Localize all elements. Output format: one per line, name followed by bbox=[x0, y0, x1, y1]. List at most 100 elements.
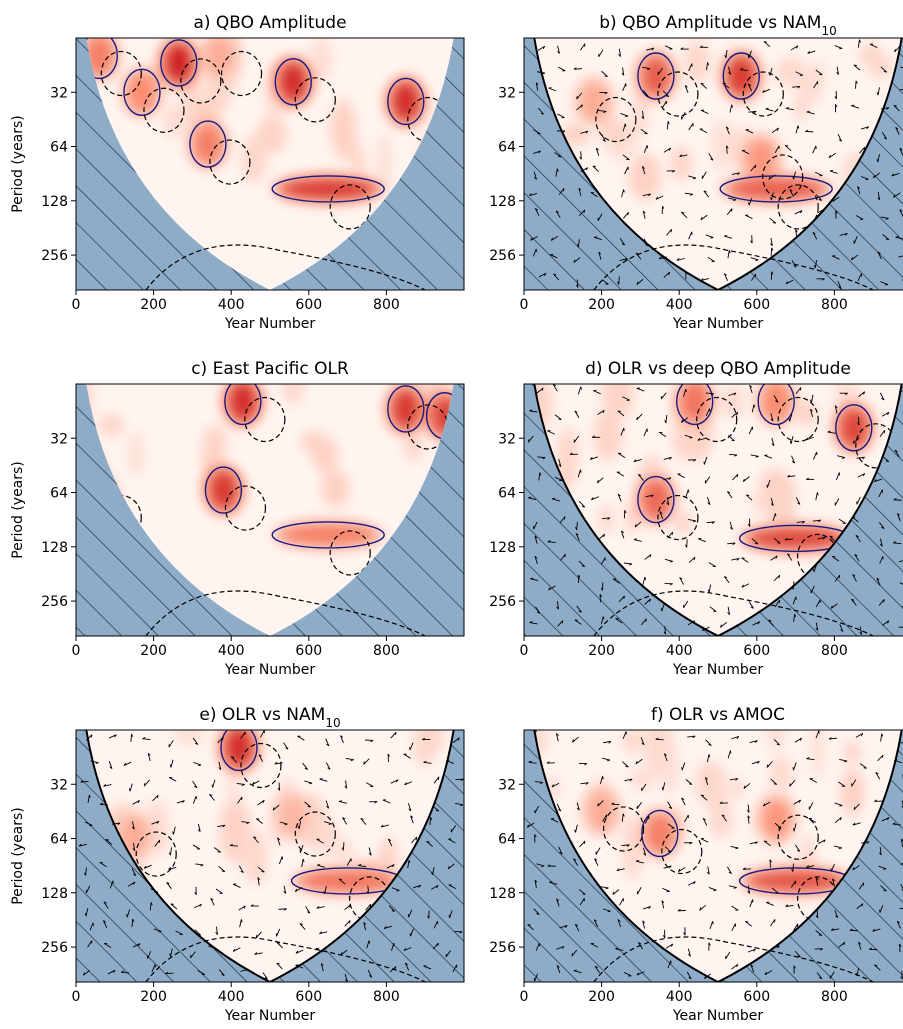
title-c: c) East Pacific OLR bbox=[191, 359, 349, 379]
signif-contour-a-2 bbox=[123, 68, 161, 116]
title-a: a) QBO Amplitude bbox=[193, 13, 346, 33]
signif-contour-d-3 bbox=[637, 475, 675, 524]
y-tick-a-0: 32 bbox=[50, 85, 68, 101]
hotspot-b-2 bbox=[579, 81, 608, 122]
hotspot-d-3 bbox=[641, 479, 670, 520]
x-label-e: Year Number bbox=[224, 1008, 316, 1024]
hotspot-c-0 bbox=[228, 384, 257, 422]
x-tick-a-0: 0 bbox=[72, 297, 81, 313]
y-label-e: Period (years) bbox=[10, 807, 26, 905]
y-tick-d-1: 64 bbox=[498, 486, 516, 502]
dashed-contour-d-2 bbox=[777, 396, 819, 443]
panel-a bbox=[71, 37, 465, 295]
hotspot-c-1 bbox=[391, 388, 420, 429]
dashed-contour-a-3 bbox=[220, 50, 263, 97]
y-tick-e-1: 64 bbox=[50, 832, 68, 848]
signif-contour-c-1 bbox=[387, 385, 425, 433]
dashed-contour-f-0 bbox=[661, 828, 703, 875]
x-tick-d-3: 600 bbox=[743, 643, 770, 659]
signif-contour-c-0 bbox=[224, 384, 262, 426]
dashed-contour-f-1 bbox=[777, 814, 819, 860]
hotspot-e-3 bbox=[279, 796, 308, 837]
x-tick-c-4: 800 bbox=[373, 643, 400, 659]
x-tick-e-3: 600 bbox=[295, 989, 322, 1005]
dashed-contour-a-1 bbox=[180, 58, 222, 104]
axes-frame-a bbox=[75, 37, 465, 291]
signif-contour-b-4 bbox=[719, 175, 833, 203]
dashed-contour-a-7 bbox=[329, 184, 371, 230]
signif-contour-a-0 bbox=[86, 38, 118, 80]
x-tick-b-1: 200 bbox=[588, 297, 615, 313]
x-tick-d-2: 400 bbox=[666, 643, 693, 659]
y-tick-a-3: 256 bbox=[41, 248, 68, 264]
hotspot-e-0 bbox=[224, 730, 253, 768]
x-tick-a-2: 400 bbox=[218, 297, 245, 313]
y-tick-f-3: 256 bbox=[489, 940, 516, 956]
y-tick-d-0: 32 bbox=[498, 431, 516, 447]
y-tick-e-2: 128 bbox=[41, 886, 68, 902]
axes-frame-b bbox=[523, 37, 903, 291]
signif-contour-d-2 bbox=[757, 384, 795, 426]
hotspot-d-1 bbox=[680, 384, 709, 422]
hotspot-f-0 bbox=[645, 813, 674, 854]
panel-b bbox=[519, 37, 903, 295]
signif-contour-a-5 bbox=[387, 77, 425, 126]
hotspot-f-1 bbox=[762, 799, 791, 840]
hotspot-a-7 bbox=[280, 178, 377, 199]
dashed-contour-a-2 bbox=[143, 87, 185, 133]
dashed-contour-e-3 bbox=[294, 811, 336, 857]
signif-contour-a-1 bbox=[160, 39, 198, 87]
y-tick-c-3: 256 bbox=[41, 594, 68, 610]
x-tick-c-1: 200 bbox=[140, 643, 167, 659]
title-f: f) OLR vs AMOC bbox=[651, 705, 785, 725]
y-tick-e-0: 32 bbox=[50, 777, 68, 793]
hotspot-a-1 bbox=[164, 42, 193, 83]
x-tick-f-1: 200 bbox=[588, 989, 615, 1005]
panel-e bbox=[71, 729, 465, 987]
panel-c bbox=[71, 383, 465, 641]
dashed-contour-e-0 bbox=[240, 742, 282, 789]
dashed-contour-c-3 bbox=[224, 485, 267, 531]
hotspot-a-3 bbox=[205, 38, 234, 76]
title-e: e) OLR vs NAM10 bbox=[199, 705, 340, 730]
x-tick-f-0: 0 bbox=[520, 989, 529, 1005]
x-tick-d-0: 0 bbox=[520, 643, 529, 659]
x-tick-b-2: 400 bbox=[666, 297, 693, 313]
dashed-contour-a-6 bbox=[209, 139, 251, 185]
hotspot-b-1 bbox=[727, 56, 756, 97]
x-tick-b-3: 600 bbox=[743, 297, 770, 313]
dashed-contour-b-0 bbox=[657, 71, 699, 117]
dashed-contour-b-2 bbox=[595, 96, 637, 143]
y-tick-c-0: 32 bbox=[50, 431, 68, 447]
dashed-contour-a-4 bbox=[294, 77, 336, 123]
x-tick-f-3: 600 bbox=[743, 989, 770, 1005]
axes-frame-d bbox=[523, 383, 903, 637]
hotspot-b-0 bbox=[641, 56, 670, 97]
panel-f bbox=[519, 729, 903, 987]
y-tick-d-2: 128 bbox=[489, 540, 516, 556]
signif-contour-c-3 bbox=[204, 466, 243, 514]
y-tick-c-2: 128 bbox=[41, 540, 68, 556]
phase-arrows-f bbox=[526, 730, 903, 982]
panel-d bbox=[519, 383, 903, 641]
dashed-contour-e-1 bbox=[135, 831, 177, 877]
y-tick-e-3: 256 bbox=[41, 940, 68, 956]
signif-contour-b-1 bbox=[722, 52, 760, 100]
dashed-contour-d-1 bbox=[696, 396, 738, 443]
y-tick-a-2: 128 bbox=[41, 194, 68, 210]
x-tick-b-0: 0 bbox=[520, 297, 529, 313]
y-tick-b-0: 32 bbox=[498, 85, 516, 101]
x-tick-c-0: 0 bbox=[72, 643, 81, 659]
x-tick-a-3: 600 bbox=[295, 297, 322, 313]
x-tick-d-4: 800 bbox=[821, 643, 848, 659]
signif-contour-d-0 bbox=[835, 404, 873, 452]
x-tick-d-1: 200 bbox=[588, 643, 615, 659]
x-label-a: Year Number bbox=[224, 316, 316, 332]
x-tick-a-4: 800 bbox=[373, 297, 400, 313]
hotspot-a-2 bbox=[127, 72, 156, 113]
axes-frame-e bbox=[75, 729, 465, 983]
y-label-c: Period (years) bbox=[10, 461, 26, 559]
dashed-contour-b-4 bbox=[777, 184, 819, 230]
x-tick-a-1: 200 bbox=[140, 297, 167, 313]
y-tick-f-1: 64 bbox=[498, 832, 516, 848]
